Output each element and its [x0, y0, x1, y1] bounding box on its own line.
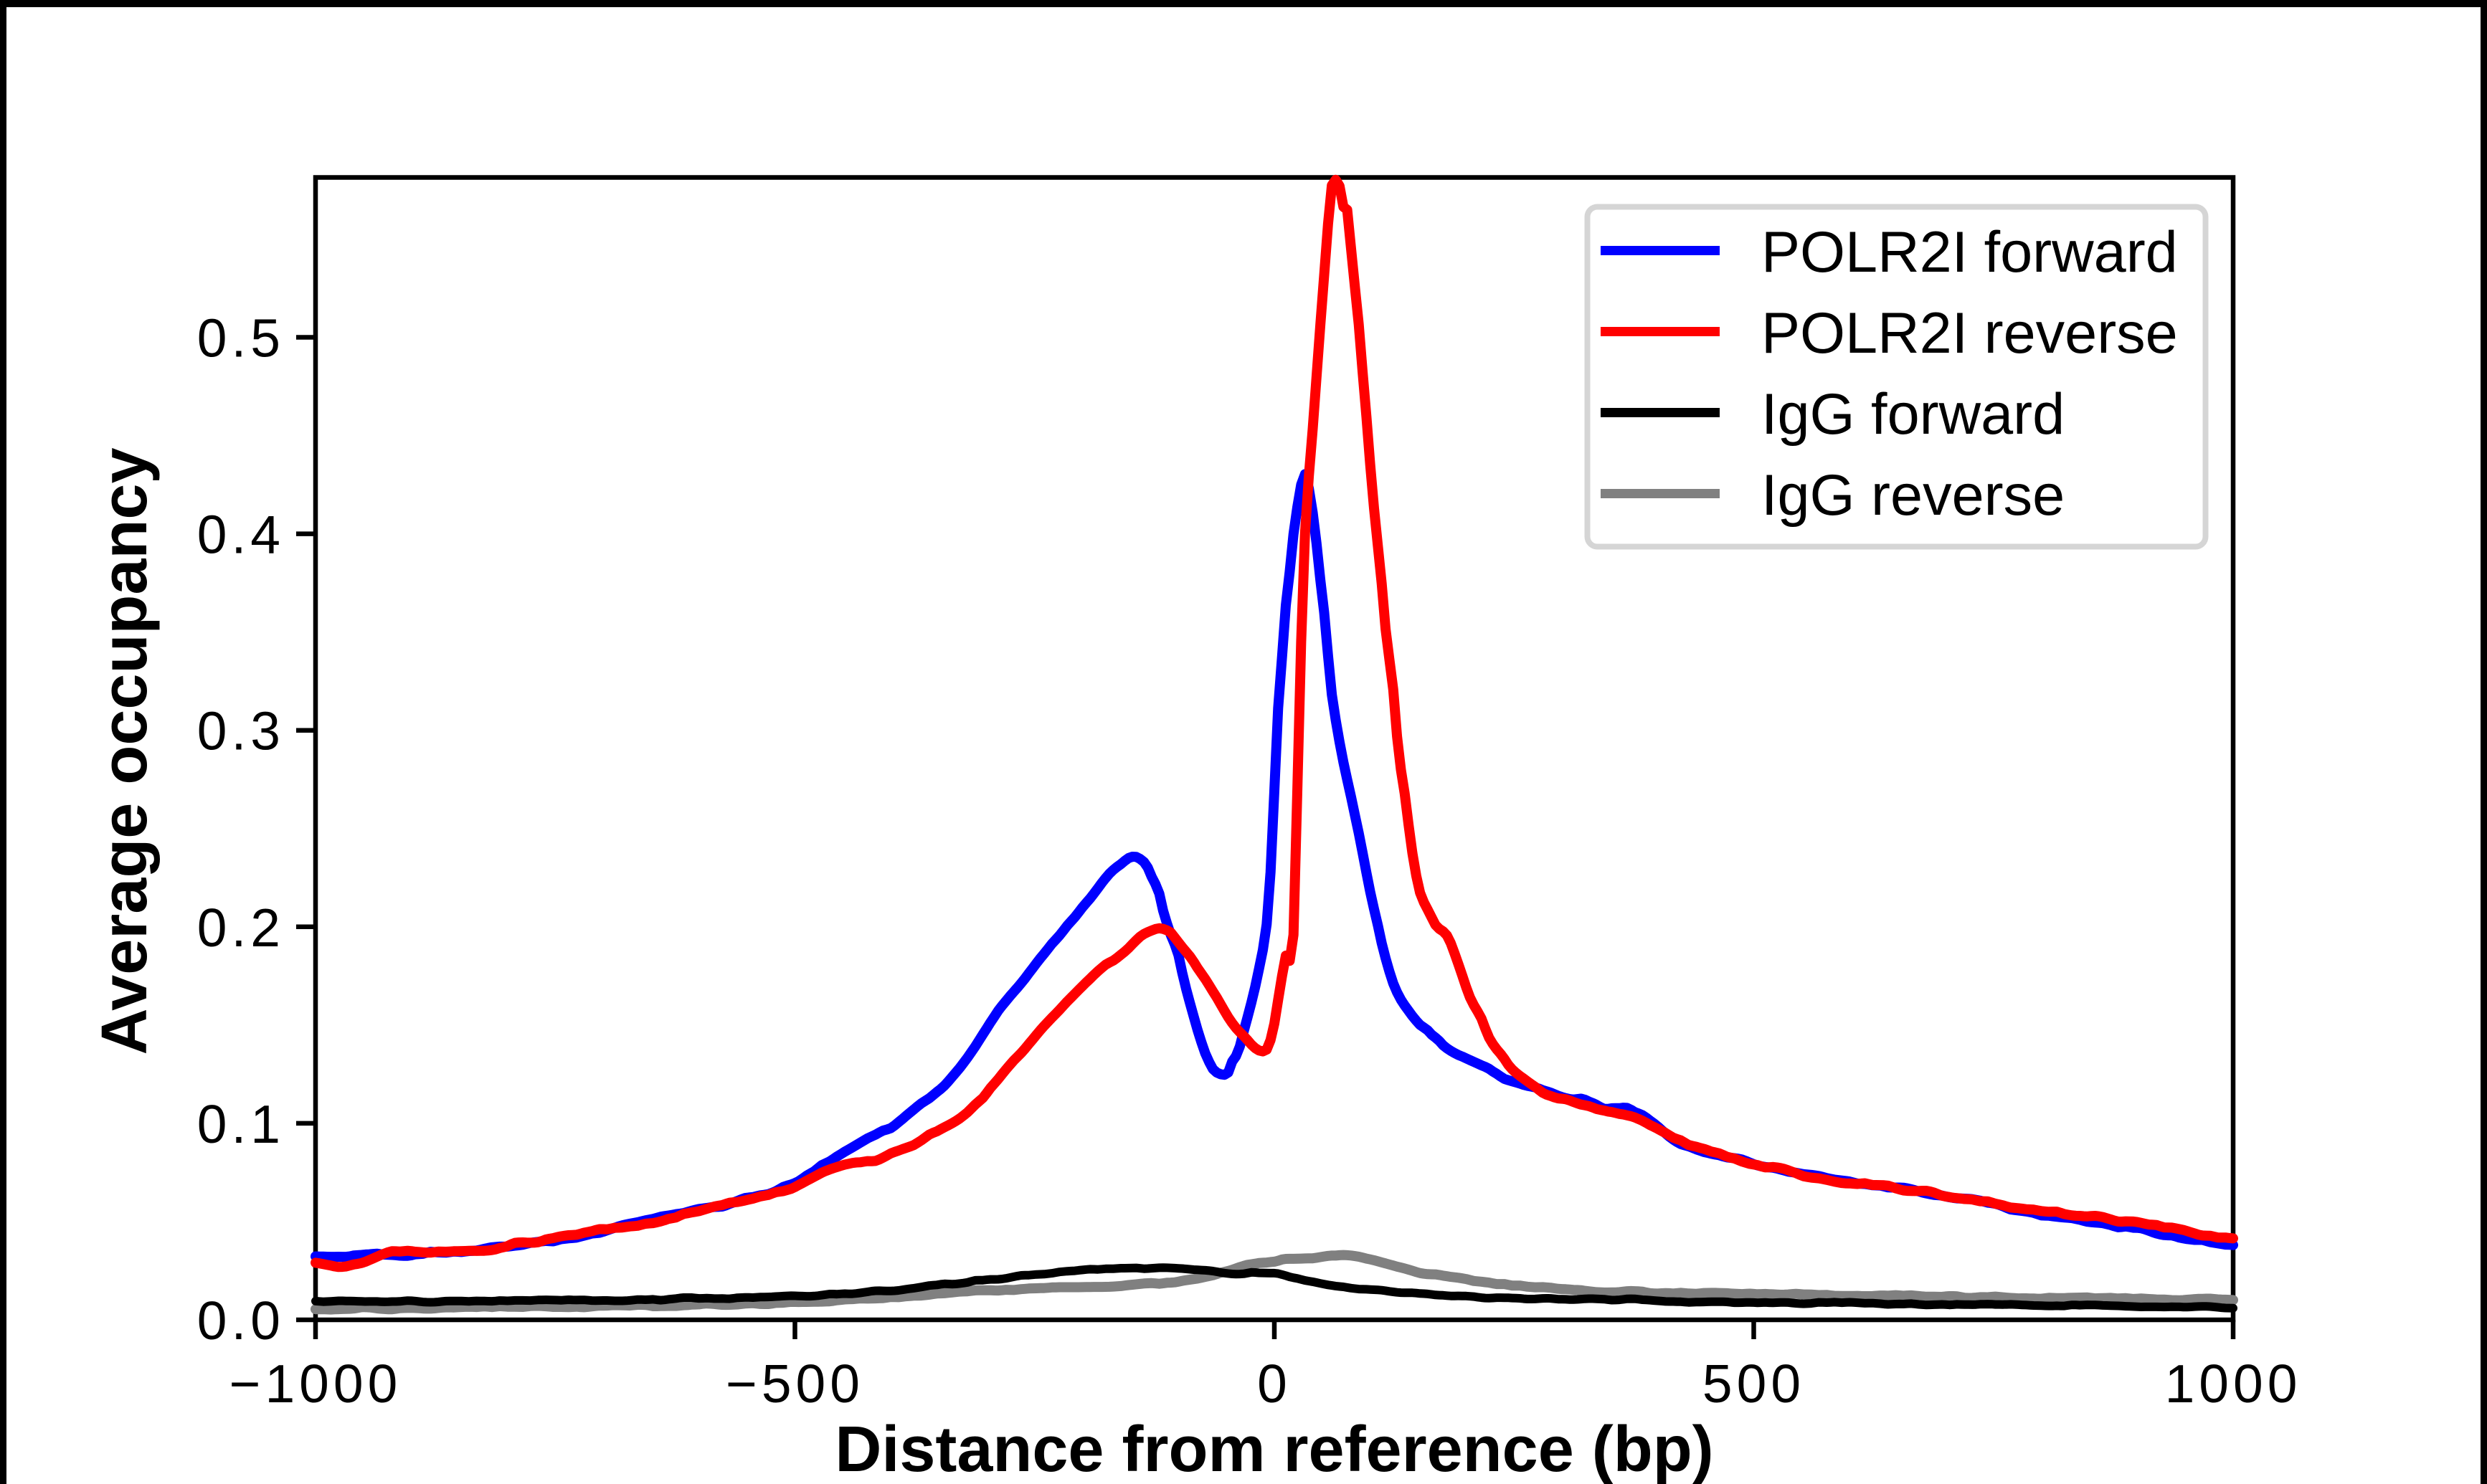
svg-text:0.5: 0.5: [197, 308, 285, 368]
svg-text:IgG forward: IgG forward: [1761, 382, 2065, 447]
svg-text:0: 0: [1257, 1354, 1292, 1414]
svg-text:−1000: −1000: [229, 1354, 402, 1414]
svg-text:0.4: 0.4: [197, 505, 285, 565]
svg-text:500: 500: [1702, 1354, 1805, 1414]
svg-text:POLR2I reverse: POLR2I reverse: [1761, 301, 2178, 366]
svg-text:0.0: 0.0: [197, 1290, 285, 1351]
svg-text:1000: 1000: [2165, 1354, 2302, 1414]
svg-text:Average occupancy: Average occupancy: [89, 447, 161, 1055]
svg-text:POLR2I forward: POLR2I forward: [1761, 220, 2178, 285]
svg-text:IgG reverse: IgG reverse: [1761, 463, 2065, 528]
svg-text:0.1: 0.1: [197, 1094, 285, 1154]
svg-text:−500: −500: [726, 1354, 864, 1414]
svg-text:Distance from reference (bp): Distance from reference (bp): [835, 1414, 1713, 1484]
svg-text:0.3: 0.3: [197, 701, 285, 761]
svg-text:0.2: 0.2: [197, 898, 285, 958]
